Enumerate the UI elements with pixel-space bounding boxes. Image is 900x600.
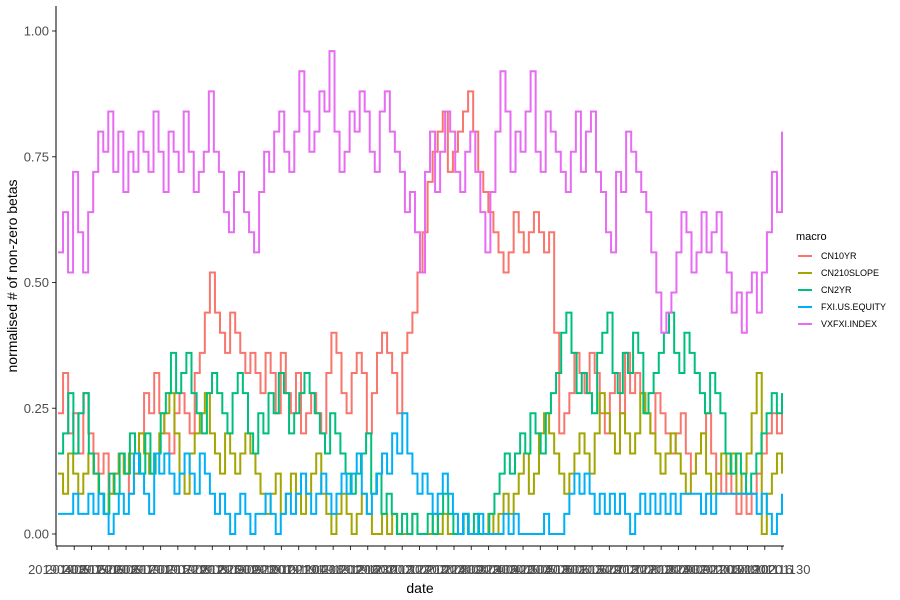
y-axis: 0.00 0.25 0.50 0.75 1.00 <box>24 24 56 542</box>
x-tick-label: 20201005 <box>684 562 742 577</box>
y-tick-label: 1.00 <box>24 24 49 39</box>
x-tick-label: 20200504 <box>494 562 552 577</box>
x-tick-label: 20201019 <box>701 562 759 577</box>
x-tick-label: 20200810 <box>615 562 673 577</box>
x-tick-label: 20200224 <box>408 562 466 577</box>
x-tick-label: 20200727 <box>598 562 656 577</box>
x-axis-title: date <box>406 580 433 596</box>
x-tick-label: 20200824 <box>632 562 690 577</box>
x-tick-label: 20200713 <box>580 562 638 577</box>
x-tick-label: 20191007 <box>235 562 293 577</box>
series-line-fxi-us-equity <box>58 412 783 535</box>
x-tick-label: 20191104 <box>270 562 327 577</box>
y-tick-label: 0.75 <box>24 149 49 164</box>
x-tick-label: 20200629 <box>563 562 621 577</box>
x-tick-label: 20190520 <box>63 562 121 577</box>
x-tick-label: 20190729 <box>149 562 207 577</box>
x-tick-label: 20200615 <box>546 562 604 577</box>
x-tick-label: 20190826 <box>183 562 241 577</box>
x-tick-label: 20200406 <box>460 562 518 577</box>
series-line-cn10yr <box>58 90 783 515</box>
x-tick-label: 20190701 <box>114 562 172 577</box>
legend: macro CN10YR CN210SLOPE CN2YR FXI.US.EQUITY… <box>796 231 886 329</box>
x-tick-label: 20201102 <box>719 562 776 577</box>
series-layer <box>58 50 783 535</box>
x-tick-label: 20191021 <box>252 562 310 577</box>
x-tick-label: 20200921 <box>667 562 725 577</box>
y-tick-label: 0.25 <box>24 401 49 416</box>
legend-title: macro <box>796 231 827 243</box>
x-tick-label: 20190715 <box>132 562 190 577</box>
y-axis-title: normalised # of non-zero betas <box>4 180 20 373</box>
legend-label: CN2YR <box>821 285 852 295</box>
x-tick-label: 20190517 <box>45 562 103 577</box>
x-tick-label: 20190403 <box>28 562 86 577</box>
x-tick-label: 20200127 <box>373 562 431 577</box>
series-line-vxfxi-index <box>58 50 783 334</box>
x-axis: 2019040320190517201905202019060320190617… <box>28 546 810 577</box>
series-line-cn2yr <box>58 311 783 535</box>
x-tick-label: 20200113 <box>357 562 414 577</box>
x-tick-label: 20190923 <box>218 562 276 577</box>
legend-label: CN210SLOPE <box>821 268 879 278</box>
y-tick-label: 0.50 <box>24 275 49 290</box>
x-tick-label: 20190617 <box>97 562 155 577</box>
x-tick-label: 20190909 <box>201 562 259 577</box>
x-tick-label: 20190603 <box>80 562 138 577</box>
x-tick-label: 20200309 <box>425 562 483 577</box>
legend-label: CN10YR <box>821 251 857 261</box>
y-tick-label: 0.00 <box>24 527 49 542</box>
x-tick-label: 20191118 <box>288 562 344 577</box>
x-tick-label: 20200210 <box>391 562 449 577</box>
x-tick-label: 20200601 <box>529 562 587 577</box>
legend-label: FXI.US.EQUITY <box>821 302 886 312</box>
x-tick-label: 20191230 <box>339 562 397 577</box>
x-tick-label: 20200323 <box>442 562 500 577</box>
x-tick-label: 20191216 <box>322 562 380 577</box>
x-tick-label: 20191202 <box>304 562 362 577</box>
x-tick-label: 20200420 <box>477 562 535 577</box>
x-tick-label: 20190812 <box>166 562 224 577</box>
x-tick-label: 20200907 <box>650 562 708 577</box>
x-tick-label: 20200518 <box>511 562 569 577</box>
x-tick-label: 20201130 <box>754 562 811 577</box>
legend-label: VXFXI.INDEX <box>821 319 877 329</box>
x-tick-label: 20201116 <box>737 562 793 577</box>
